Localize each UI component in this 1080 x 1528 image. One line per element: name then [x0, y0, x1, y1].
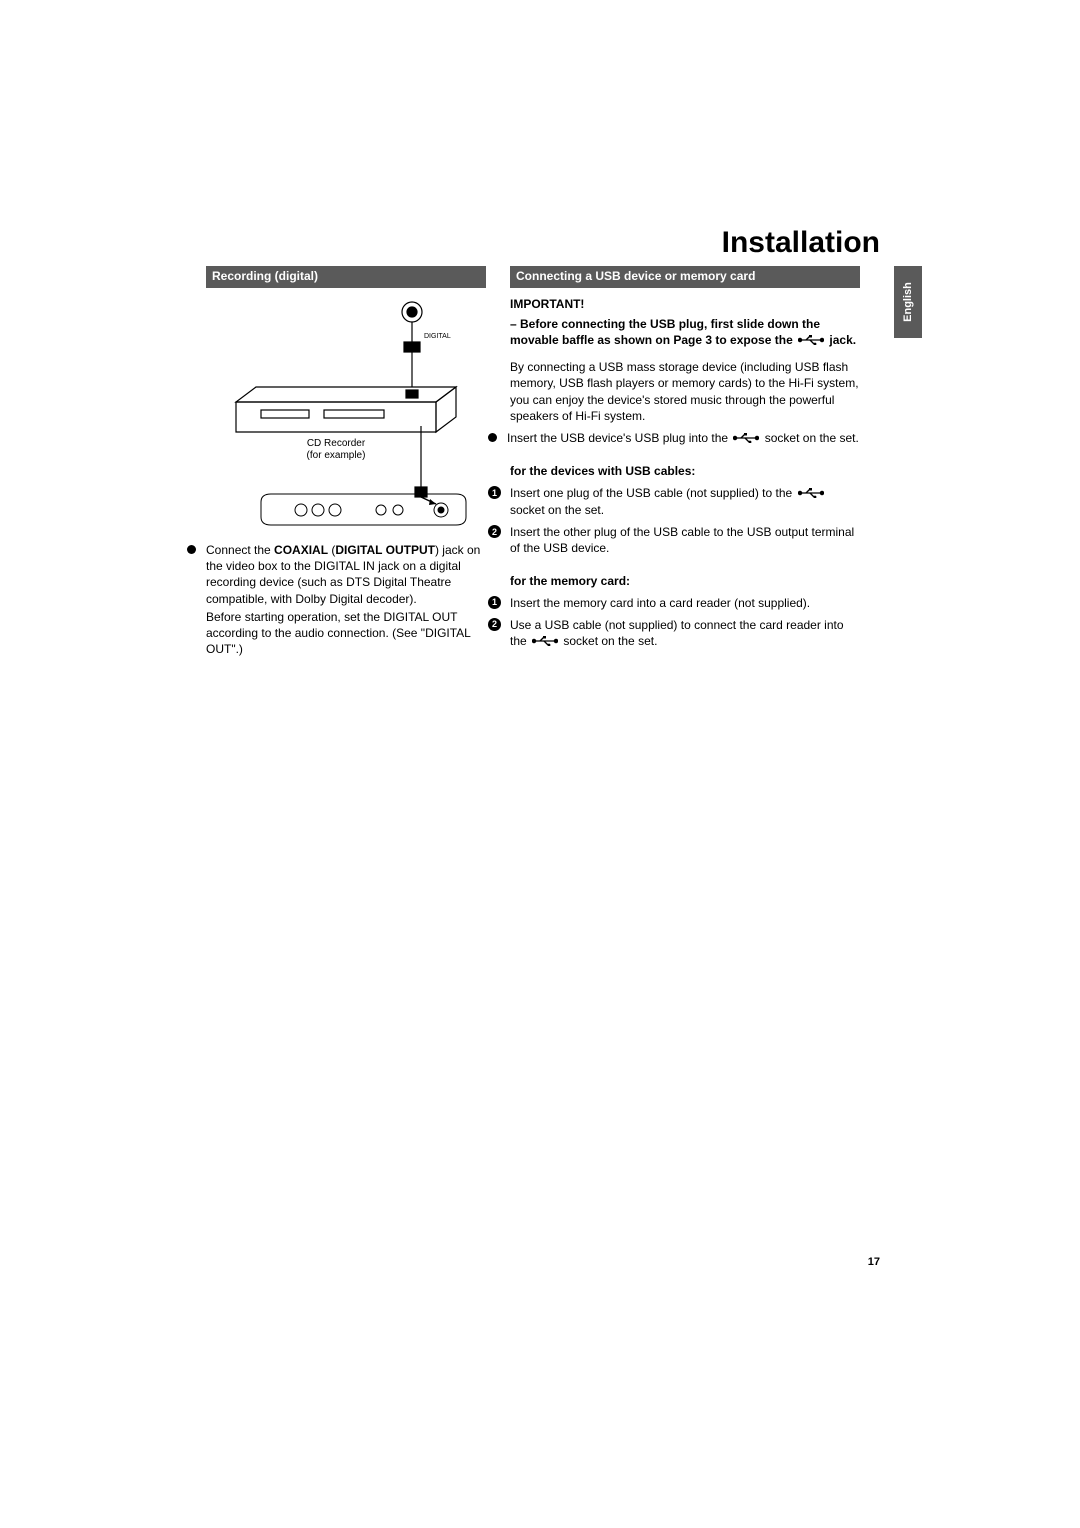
left-para2: Before starting operation, set the DIGIT… — [206, 609, 486, 658]
right-bullet-text: Insert the USB device's USB plug into th… — [507, 430, 859, 447]
text-fragment: socket on the set. — [510, 503, 604, 517]
sub1-step1-text: Insert one plug of the USB cable (not su… — [510, 485, 860, 518]
left-column: Recording (digital) DIGITAL — [206, 266, 486, 663]
important-heading: IMPORTANT! — [510, 296, 860, 312]
text-fragment: – Before connecting the USB plug, first … — [510, 317, 820, 347]
right-intro: By connecting a USB mass storage device … — [510, 359, 860, 424]
text-fragment: socket on the set. — [560, 634, 657, 648]
sub2-step2: 2 Use a USB cable (not supplied) to conn… — [510, 617, 860, 650]
sub2-step1: 1 Insert the memory card into a card rea… — [510, 595, 860, 611]
usb-icon — [798, 333, 824, 349]
sub2-heading: for the memory card: — [510, 573, 860, 589]
diagram-device-label-1: CD Recorder — [307, 438, 366, 449]
step-number-icon: 1 — [488, 596, 501, 609]
usb-icon — [733, 431, 759, 447]
page-title: Installation — [722, 226, 880, 260]
page-number: 17 — [868, 1256, 880, 1268]
right-body: IMPORTANT! – Before connecting the USB p… — [510, 296, 860, 650]
text-fragment: Insert one plug of the USB cable (not su… — [510, 486, 796, 500]
cd-recorder-icon — [236, 387, 456, 432]
text-fragment: socket on the set. — [761, 431, 858, 445]
language-label: English — [902, 282, 914, 322]
diagram-svg: DIGITAL CD Recorder (for example) — [206, 292, 486, 532]
text-bold: DIGITAL OUTPUT — [335, 543, 435, 557]
right-section-header: Connecting a USB device or memory card — [510, 266, 860, 288]
step-number-icon: 2 — [488, 618, 501, 631]
usb-icon — [532, 634, 558, 650]
text-fragment: Connect the — [206, 543, 274, 557]
diagram-top-label: DIGITAL — [424, 333, 451, 340]
recording-diagram: DIGITAL CD Recorder (for example) — [206, 292, 486, 532]
rear-panel-icon — [261, 494, 466, 525]
usb-icon — [798, 486, 824, 502]
bullet-icon — [488, 433, 497, 442]
right-bullet: Insert the USB device's USB plug into th… — [510, 430, 860, 447]
left-bullet-text: Connect the COAXIAL (DIGITAL OUTPUT) jac… — [206, 542, 486, 661]
right-column: Connecting a USB device or memory card I… — [510, 266, 860, 652]
bullet-icon — [187, 545, 196, 554]
sub2-step2-text: Use a USB cable (not supplied) to connec… — [510, 617, 860, 650]
text-bold: COAXIAL — [274, 543, 328, 557]
page: Installation English Recording (digital)… — [0, 0, 1080, 1528]
sub1-heading: for the devices with USB cables: — [510, 463, 860, 479]
step-number-icon: 2 — [488, 525, 501, 538]
diagram-device-label-2: (for example) — [307, 450, 366, 461]
sub1-step2-text: Insert the other plug of the USB cable t… — [510, 524, 860, 556]
text-fragment: jack. — [826, 333, 856, 347]
left-bullet: Connect the COAXIAL (DIGITAL OUTPUT) jac… — [206, 542, 486, 661]
important-line: – Before connecting the USB plug, first … — [510, 316, 860, 349]
sub1-step2: 2 Insert the other plug of the USB cable… — [510, 524, 860, 556]
left-section-header: Recording (digital) — [206, 266, 486, 288]
sub2-step1-text: Insert the memory card into a card reade… — [510, 595, 810, 611]
language-tab: English — [894, 266, 922, 338]
step-number-icon: 1 — [488, 486, 501, 499]
text-fragment: Insert the USB device's USB plug into th… — [507, 431, 731, 445]
sub1-step1: 1 Insert one plug of the USB cable (not … — [510, 485, 860, 518]
